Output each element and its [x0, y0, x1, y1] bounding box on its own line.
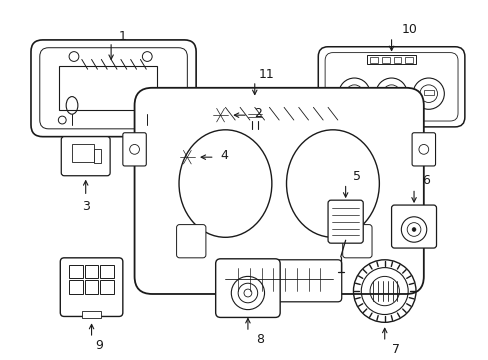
Bar [386, 90, 396, 95]
Bar [72, 144, 93, 162]
Text: 4: 4 [220, 149, 228, 162]
FancyBboxPatch shape [61, 137, 110, 176]
FancyBboxPatch shape [60, 258, 122, 316]
Bar [349, 90, 359, 95]
FancyBboxPatch shape [215, 259, 280, 318]
Text: 5: 5 [353, 170, 361, 183]
Text: 8: 8 [255, 333, 263, 346]
Bar [100, 280, 114, 294]
Bar [100, 265, 114, 278]
Text: 3: 3 [81, 199, 89, 212]
FancyBboxPatch shape [318, 47, 464, 127]
Bar [84, 280, 98, 294]
Bar [69, 280, 82, 294]
Bar [93, 149, 101, 163]
Bar [369, 57, 377, 63]
Bar [81, 311, 101, 318]
Bar [69, 265, 82, 278]
Circle shape [411, 228, 415, 231]
FancyBboxPatch shape [327, 200, 363, 243]
FancyBboxPatch shape [325, 53, 457, 121]
FancyBboxPatch shape [122, 133, 146, 166]
FancyBboxPatch shape [216, 260, 341, 302]
Text: 7: 7 [392, 343, 400, 356]
Text: 9: 9 [95, 339, 103, 352]
FancyBboxPatch shape [176, 225, 205, 258]
Text: 6: 6 [421, 174, 429, 187]
FancyBboxPatch shape [391, 205, 436, 248]
Text: 10: 10 [400, 23, 416, 36]
FancyBboxPatch shape [134, 88, 423, 294]
FancyBboxPatch shape [31, 40, 196, 137]
FancyBboxPatch shape [40, 48, 187, 129]
Text: 2: 2 [253, 107, 261, 120]
Bar [381, 57, 389, 63]
Bar [59, 66, 157, 110]
FancyBboxPatch shape [342, 225, 371, 258]
FancyBboxPatch shape [366, 55, 415, 64]
Bar [393, 57, 401, 63]
Bar [423, 90, 433, 95]
Bar [84, 265, 98, 278]
Text: 11: 11 [258, 68, 274, 81]
FancyBboxPatch shape [411, 133, 435, 166]
Bar [405, 57, 412, 63]
Text: 1: 1 [119, 31, 126, 44]
Bar [247, 111, 261, 121]
